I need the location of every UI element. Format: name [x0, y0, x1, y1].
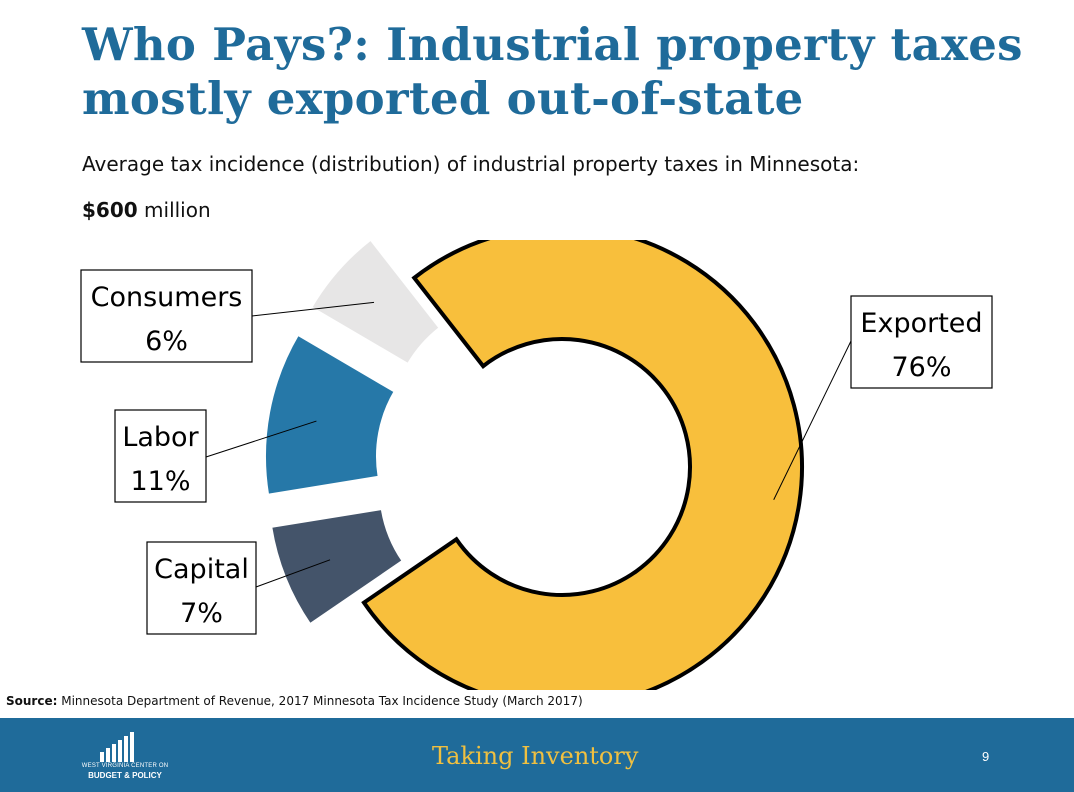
data-label-value-labor: 11% — [130, 466, 190, 497]
data-label-box-exported — [850, 295, 993, 389]
label-connector-exported — [773, 340, 852, 500]
slide-title: Who Pays?: Industrial property taxes mos… — [82, 18, 1023, 125]
total-amount: $600 million — [82, 198, 211, 222]
data-label-name-exported: Exported — [860, 308, 982, 339]
label-connector-consumers — [251, 301, 375, 317]
data-label-name-labor: Labor — [122, 422, 199, 453]
logo-bars-icon — [100, 730, 144, 762]
footer-bar: WEST VIRGINIA CENTER ON BUDGET & POLICY … — [0, 718, 1074, 792]
amount-unit: million — [144, 198, 211, 222]
label-connector-capital — [255, 559, 331, 588]
donut-slice-consumers — [309, 240, 441, 366]
chart-subtitle: Average tax incidence (distribution) of … — [82, 152, 860, 176]
source-text: Minnesota Department of Revenue, 2017 Mi… — [61, 694, 583, 708]
donut-chart: Exported 76% Capital 7% Labor 11% Consumers 6% — [80, 240, 993, 690]
brand-title: Taking Inventory — [432, 742, 639, 770]
source-label: Source: — [6, 694, 58, 708]
donut-slice-capital — [270, 507, 404, 626]
logo-line-2: BUDGET & POLICY — [88, 771, 162, 780]
data-label-name-capital: Capital — [154, 554, 249, 585]
label-connector-labor — [205, 420, 317, 458]
data-label-name-consumers: Consumers — [91, 282, 243, 313]
data-label-value-capital: 7% — [180, 598, 223, 629]
page-number: 9 — [982, 749, 990, 764]
logo-line-1: WEST VIRGINIA CENTER ON — [81, 763, 169, 769]
donut-slice-exported — [361, 240, 804, 690]
data-label-box-labor — [114, 409, 207, 503]
amount-value: $600 — [82, 198, 138, 222]
source-note: Source: Minnesota Department of Revenue,… — [6, 694, 583, 708]
data-label-value-exported: 76% — [891, 352, 951, 383]
data-label-value-consumers: 6% — [145, 326, 188, 357]
data-label-box-capital — [146, 541, 257, 635]
donut-slice-labor — [263, 333, 396, 496]
wvcbp-logo: WEST VIRGINIA CENTER ON BUDGET & POLICY — [70, 730, 180, 782]
data-label-box-consumers — [80, 269, 253, 363]
